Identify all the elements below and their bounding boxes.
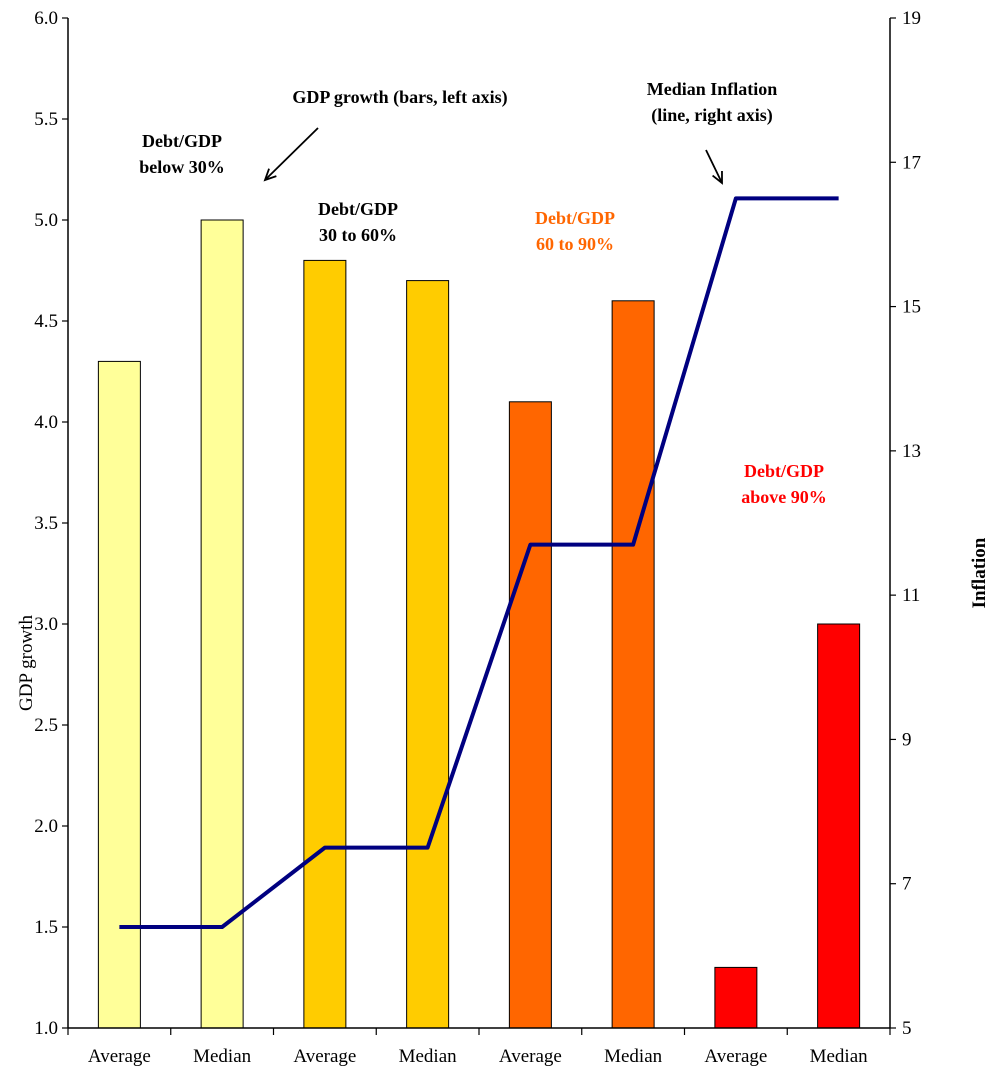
x-tick-label: Average xyxy=(293,1046,356,1067)
x-tick-label: Median xyxy=(604,1046,663,1067)
left-tick-label: 1.5 xyxy=(34,917,58,938)
annotation-5: Debt/GDP above 90% xyxy=(741,461,827,507)
annotation-1: Median Inflation (line, right axis) xyxy=(647,79,778,126)
annotations: GDP growth (bars, left axis) Median Infla… xyxy=(139,79,827,507)
right-tick-label: 7 xyxy=(902,874,912,895)
left-tick-label: 3.0 xyxy=(34,614,58,635)
annotation-3: Debt/GDP 30 to 60% xyxy=(318,199,398,245)
bar-5 xyxy=(611,300,655,1029)
right-tick-label: 9 xyxy=(902,729,912,750)
left-tick-label: 5.5 xyxy=(34,109,58,130)
right-tick-label: 19 xyxy=(902,8,921,29)
annotation-line: (line, right axis) xyxy=(651,105,773,126)
annotation-line: Debt/GDP xyxy=(318,199,398,219)
arrow-head xyxy=(263,168,277,182)
right-tick-label: 15 xyxy=(902,297,921,318)
annotation-line: below 30% xyxy=(139,157,225,177)
bar-7 xyxy=(817,623,861,1029)
arrow-head xyxy=(712,170,723,185)
right-tick-label: 17 xyxy=(902,152,921,173)
left-tick-label: 2.0 xyxy=(34,816,58,837)
inflation-line xyxy=(119,196,839,929)
arrow-shaft xyxy=(264,127,319,181)
annotation-line: 60 to 90% xyxy=(536,234,614,254)
annotation-line: GDP growth (bars, left axis) xyxy=(292,87,507,108)
annotation-0: GDP growth (bars, left axis) xyxy=(292,87,507,108)
left-tick-label: 4.0 xyxy=(34,412,58,433)
x-tick-label: Median xyxy=(810,1046,869,1067)
left-tick-label: 6.0 xyxy=(34,8,58,29)
x-tick-label: Median xyxy=(399,1046,458,1067)
left-tick-label: 3.5 xyxy=(34,513,58,534)
left-tick-label: 5.0 xyxy=(34,210,58,231)
left-tick-label: 4.5 xyxy=(34,311,58,332)
annotation-line: above 90% xyxy=(741,487,827,507)
inflation-line-series xyxy=(119,196,839,929)
inflation-arrow xyxy=(705,149,723,185)
bar-3 xyxy=(406,280,450,1029)
annotation-2: Debt/GDP below 30% xyxy=(139,131,225,177)
annotation-line: 30 to 60% xyxy=(319,225,397,245)
bar-series xyxy=(97,219,861,1029)
right-tick-label: 13 xyxy=(902,441,921,462)
x-tick-label: Average xyxy=(704,1046,767,1067)
x-tick-label: Average xyxy=(88,1046,151,1067)
annotation-line: Debt/GDP xyxy=(535,208,615,228)
x-tick-label: Median xyxy=(193,1046,252,1067)
bar-4 xyxy=(508,401,552,1029)
axes: 1.0 1.5 2.0 2.5 3.0 3.5 4.0 4.5 5.0 5.5 6.0 5 7 9 11 13… xyxy=(16,8,990,1067)
annotation-line: Debt/GDP xyxy=(744,461,824,481)
arrow-shaft xyxy=(705,149,723,184)
annotation-line: Median Inflation xyxy=(647,79,778,99)
bar-6 xyxy=(714,966,758,1029)
x-tick-label: Average xyxy=(499,1046,562,1067)
gdp-growth-arrow xyxy=(263,127,319,182)
annotation-line: Debt/GDP xyxy=(142,131,222,151)
left-tick-label: 1.0 xyxy=(34,1018,58,1039)
bar-0 xyxy=(97,360,141,1029)
left-axis-title: GDP growth xyxy=(16,615,37,711)
right-tick-label: 5 xyxy=(902,1018,912,1039)
bar-1 xyxy=(200,219,244,1029)
annotation-4: Debt/GDP 60 to 90% xyxy=(535,208,615,254)
bar-2 xyxy=(303,259,347,1029)
right-tick-label: 11 xyxy=(902,585,920,606)
right-axis-title: Inflation xyxy=(969,537,990,608)
left-tick-label: 2.5 xyxy=(34,715,58,736)
